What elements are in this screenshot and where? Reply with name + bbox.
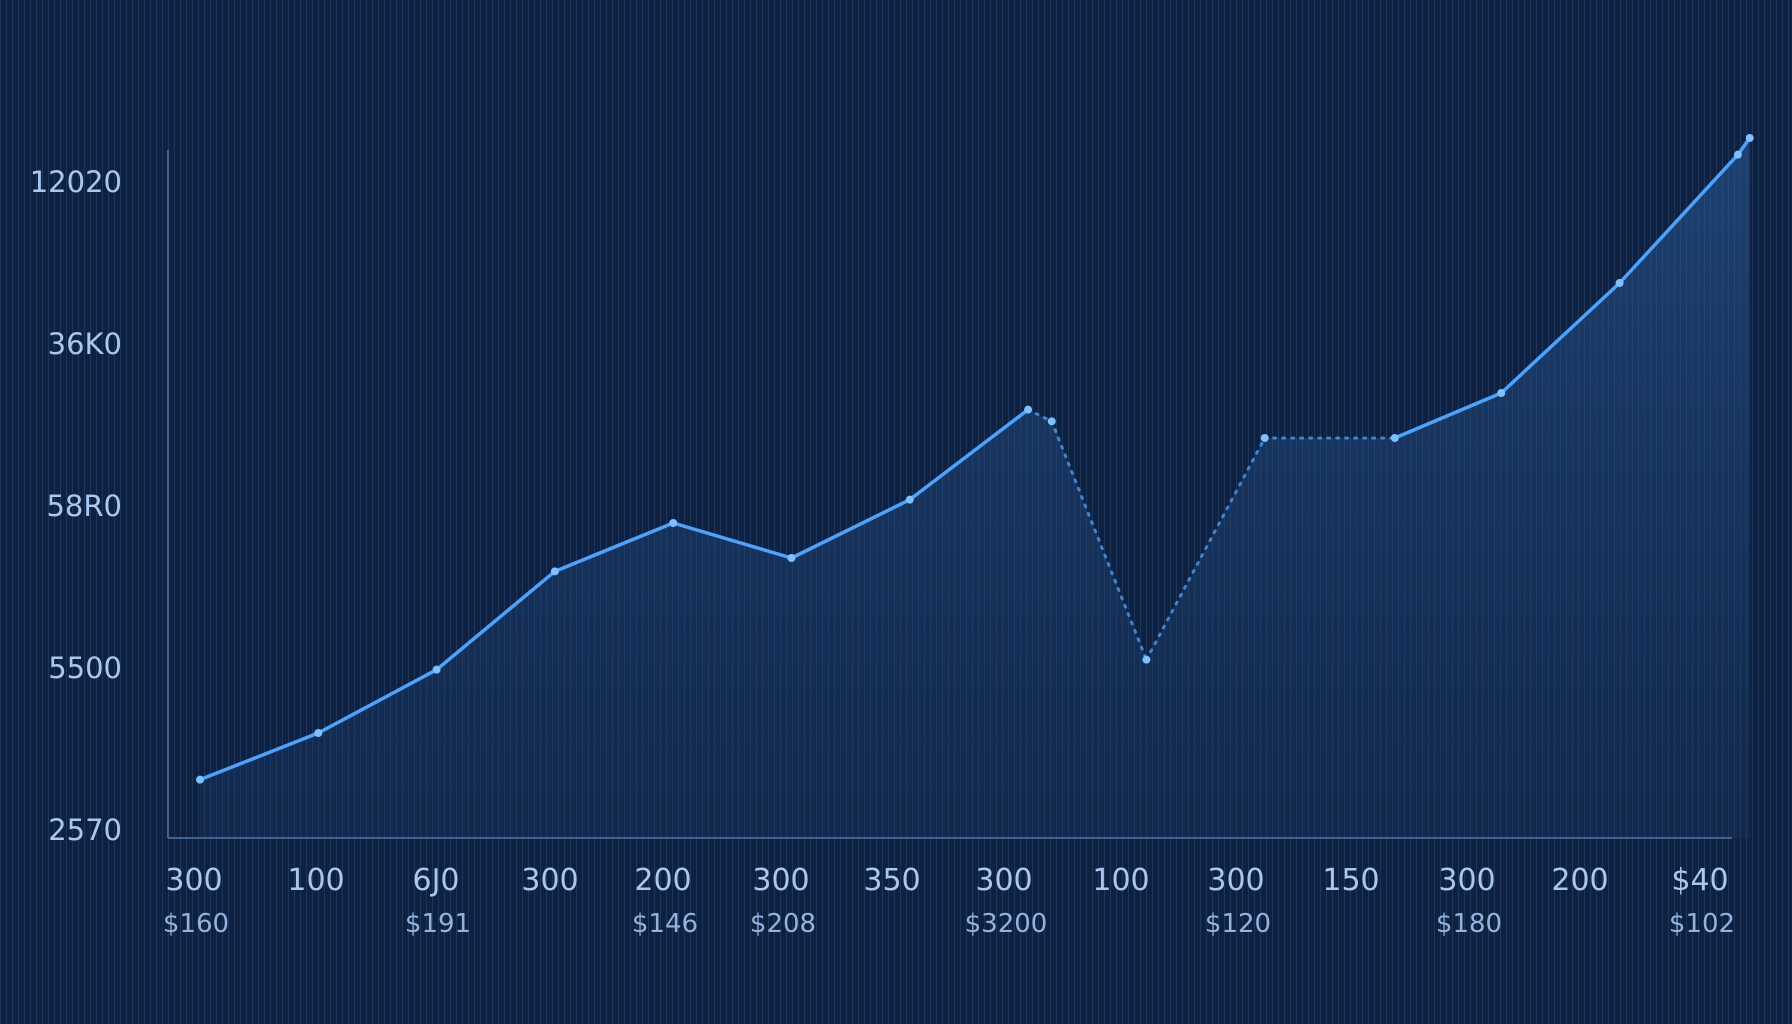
data-point-0 bbox=[196, 775, 204, 784]
line-segment-5 bbox=[789, 497, 912, 560]
data-point-4 bbox=[669, 519, 678, 527]
data-point-7 bbox=[1024, 405, 1033, 414]
data-point-1 bbox=[314, 729, 323, 737]
x-sub-label-7: $3200 bbox=[965, 909, 1048, 939]
line-segment-0 bbox=[198, 731, 321, 782]
x-sub-label-4: $146 bbox=[632, 909, 698, 939]
y-tick-label-3: 5500 bbox=[48, 651, 122, 685]
data-point-3 bbox=[550, 567, 559, 576]
x-tick-label-0: 300 bbox=[165, 863, 222, 898]
area-fill bbox=[200, 138, 1750, 838]
data-point-10 bbox=[1260, 434, 1269, 442]
line-segment-6 bbox=[908, 407, 1030, 502]
x-sub-label-2: $191 bbox=[405, 909, 471, 939]
line-segment-8 bbox=[1050, 419, 1148, 662]
line-segment-12 bbox=[1499, 281, 1622, 395]
x-sub-label-5: $208 bbox=[750, 909, 816, 939]
x-tick-label-4: 200 bbox=[634, 863, 691, 898]
data-point-13 bbox=[1615, 279, 1624, 287]
x-tick-label-6: 350 bbox=[863, 863, 920, 898]
x-tick-label-13: $40 bbox=[1671, 863, 1728, 898]
x-tick-label-11: 300 bbox=[1438, 863, 1495, 898]
x-sub-label-13: $102 bbox=[1669, 909, 1735, 939]
data-point-9 bbox=[1142, 655, 1151, 664]
line-segment-1 bbox=[316, 667, 439, 735]
x-tick-label-5: 300 bbox=[752, 863, 809, 898]
y-tick-label-2: 58R0 bbox=[46, 489, 122, 523]
x-tick-label-7: 300 bbox=[975, 863, 1032, 898]
data-point-14 bbox=[1733, 150, 1742, 159]
x-tick-label-3: 300 bbox=[521, 863, 578, 898]
data-point-15 bbox=[1745, 134, 1754, 142]
data-point-11 bbox=[1390, 434, 1399, 442]
data-point-8 bbox=[1047, 417, 1056, 426]
x-tick-label-9: 300 bbox=[1207, 863, 1264, 898]
line-segment-3 bbox=[553, 521, 675, 574]
y-tick-label-4: 2570 bbox=[48, 813, 122, 847]
y-tick-label-1: 36K0 bbox=[48, 327, 122, 361]
x-sub-label-0: $160 bbox=[163, 909, 229, 939]
data-point-5 bbox=[787, 554, 796, 562]
line-segment-2 bbox=[434, 569, 557, 672]
x-sub-label-11: $180 bbox=[1436, 909, 1502, 939]
data-point-6 bbox=[905, 495, 914, 504]
line-segment-4 bbox=[671, 521, 794, 560]
y-tick-label-0: 12020 bbox=[30, 165, 122, 199]
line-segment-9 bbox=[1144, 436, 1267, 662]
x-tick-label-8: 100 bbox=[1092, 863, 1149, 898]
x-tick-label-2: 6J0 bbox=[412, 863, 459, 898]
x-tick-label-1: 100 bbox=[287, 863, 344, 898]
data-point-2 bbox=[432, 665, 441, 674]
data-point-12 bbox=[1497, 389, 1506, 397]
x-sub-label-9: $120 bbox=[1205, 909, 1271, 939]
x-tick-label-12: 200 bbox=[1551, 863, 1608, 898]
line-segment-13 bbox=[1617, 152, 1740, 285]
line-segment-11 bbox=[1393, 391, 1504, 440]
x-tick-label-10: 150 bbox=[1322, 863, 1379, 898]
